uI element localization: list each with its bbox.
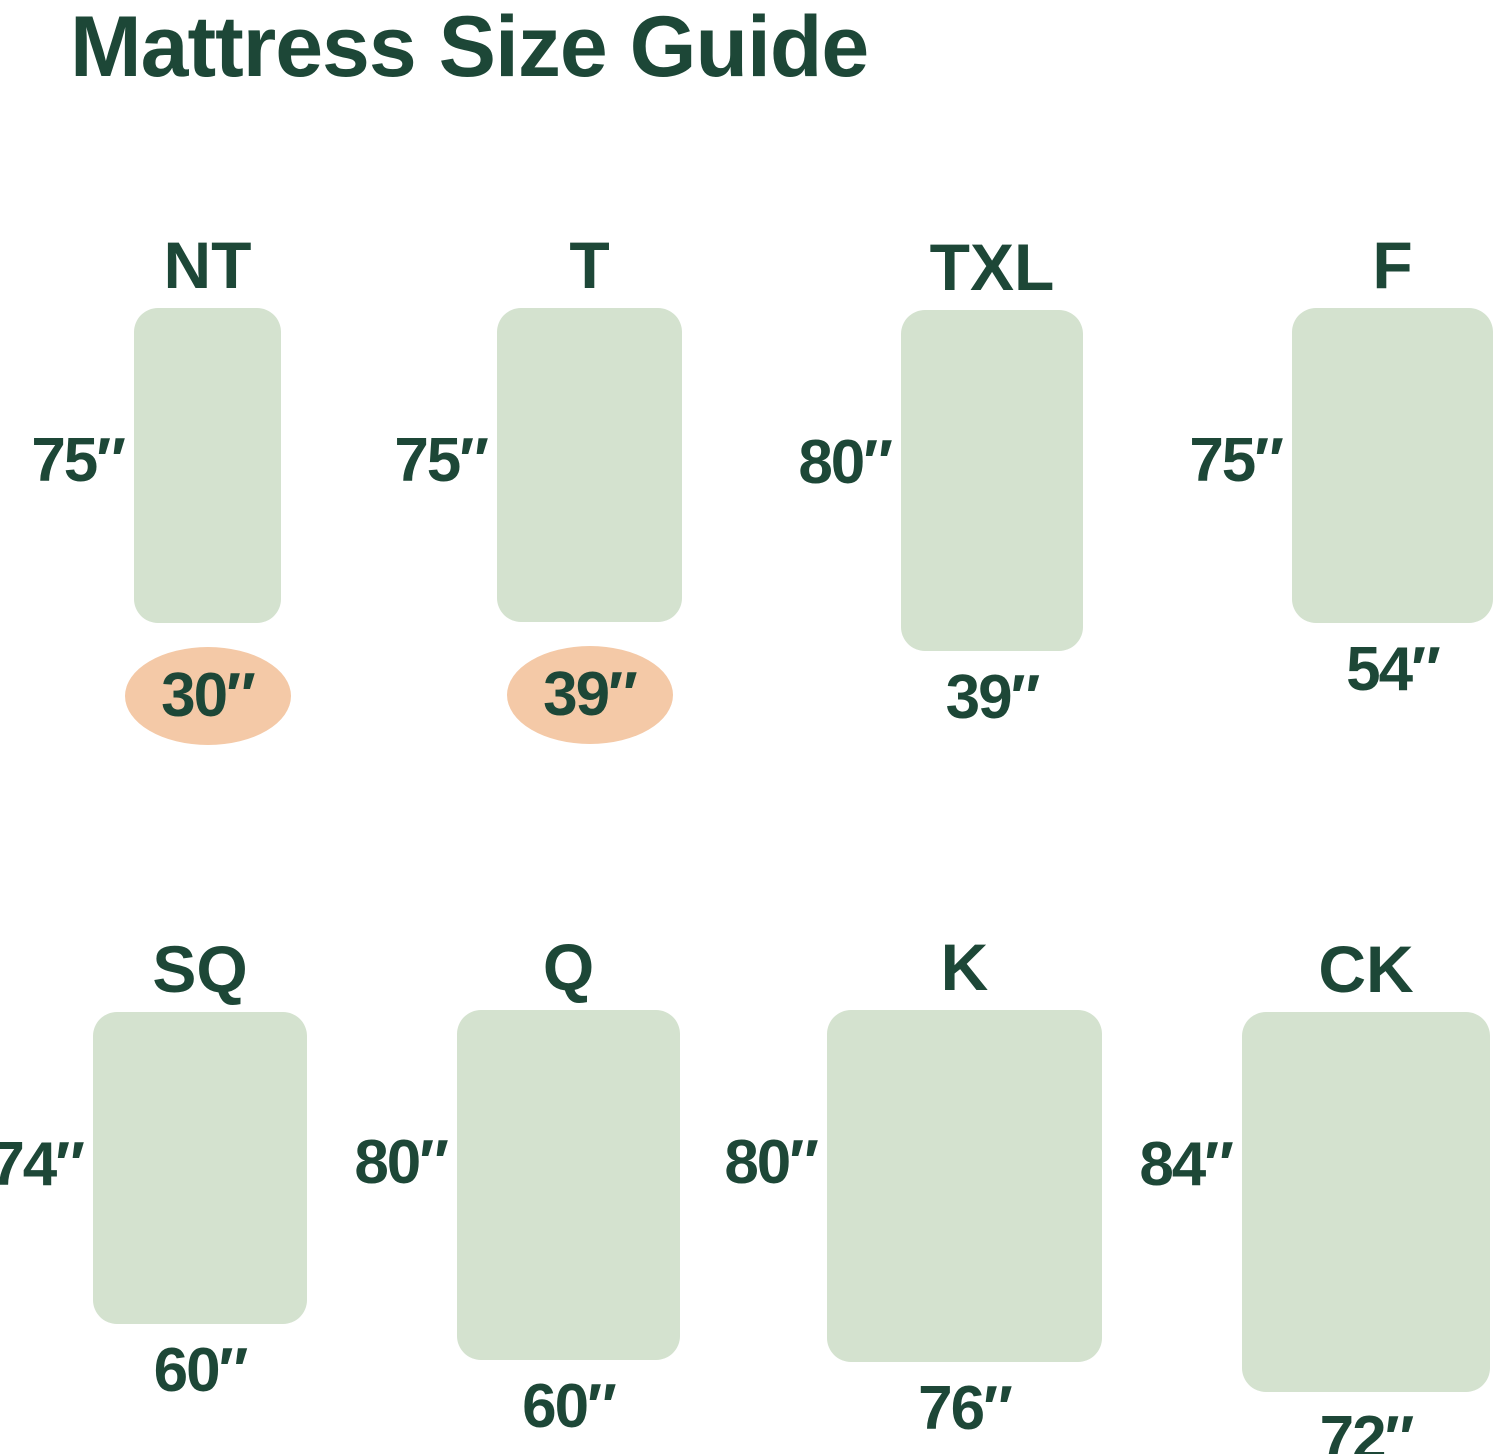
- mattress-width-label: 30″: [124, 647, 291, 745]
- mattress-code: F: [1372, 228, 1413, 302]
- mattress-width-label: 60″: [522, 1372, 617, 1441]
- mattress-f: F 75″ 54″: [1189, 232, 1493, 701]
- mattress-width-label: 72″: [1319, 1404, 1415, 1454]
- mattress-length-label: 80″: [354, 1128, 449, 1197]
- mattress-length-label: 80″: [798, 428, 893, 497]
- mattress-width-label: 39″: [506, 646, 673, 744]
- mattress-length-label: 80″: [724, 1128, 819, 1197]
- mattress-code: K: [940, 930, 989, 1004]
- mattress-k: K 80″ 76″: [724, 934, 1102, 1440]
- mattress-width-label: 39″: [945, 663, 1041, 732]
- mattress-code: CK: [1318, 932, 1414, 1006]
- mattress-ck: CK 84″ 72″: [1139, 936, 1490, 1454]
- mattress-width-label: 76″: [918, 1374, 1013, 1443]
- mattress-length-label: 84″: [1139, 1130, 1234, 1199]
- page-title: Mattress Size Guide: [70, 0, 869, 95]
- mattress-code: T: [569, 228, 610, 302]
- mattress-code: Q: [542, 930, 595, 1004]
- mattress-width-label: 54″: [1346, 635, 1441, 704]
- mattress-code: SQ: [152, 932, 248, 1006]
- mattress-width-label: 60″: [153, 1336, 249, 1405]
- mattress-length-label: 75″: [31, 426, 126, 495]
- mattress-nt: NT 75″ 30″: [31, 232, 291, 745]
- mattress-length-label: 74″: [0, 1130, 85, 1199]
- mattress-q: Q 80″ 60″: [354, 934, 680, 1438]
- mattress-code: NT: [163, 228, 252, 302]
- mattress-t: T 75″ 39″: [394, 232, 682, 744]
- mattress-code: TXL: [929, 230, 1055, 304]
- mattress-length-label: 75″: [1189, 426, 1284, 495]
- mattress-sq: SQ 74″ 60″: [0, 936, 307, 1402]
- mattress-txl: TXL 80″ 39″: [798, 234, 1083, 729]
- mattress-length-label: 75″: [394, 426, 489, 495]
